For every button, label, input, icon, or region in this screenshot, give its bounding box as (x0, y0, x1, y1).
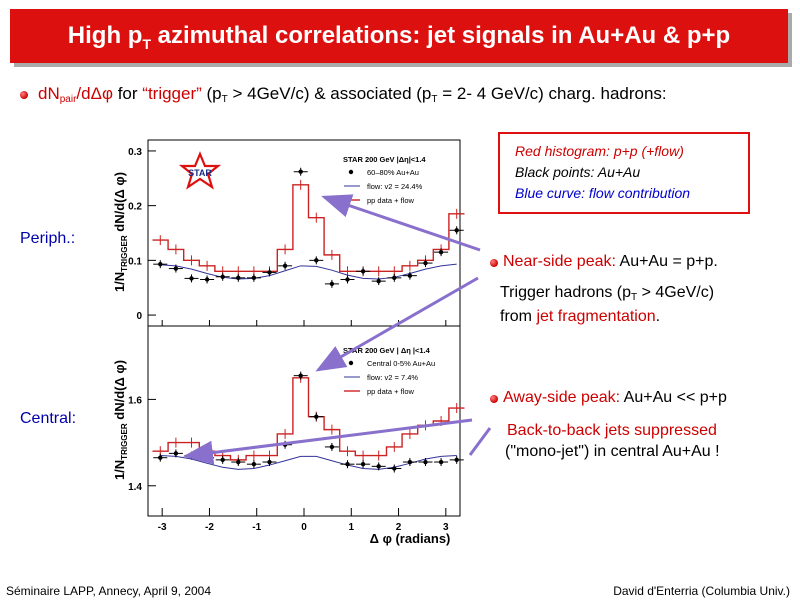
auau-point (236, 275, 241, 281)
y-tick-label: 0.3 (128, 147, 142, 158)
plot-header: STAR 200 GeV |Δη|<1.4 (343, 155, 426, 164)
legend-label: flow: v2 = 24.4% (367, 182, 423, 191)
legend-auau: Black points: Au+Au (515, 164, 641, 180)
legend-label: Central 0-5% Au+Au (367, 359, 435, 368)
legend-marker (348, 360, 354, 366)
auau-point (220, 457, 225, 463)
auau-point (158, 455, 163, 460)
auau-point (407, 459, 413, 465)
bullet-icon (490, 259, 498, 267)
away-side-line2: Back-to-back jets suppressed (507, 422, 717, 439)
auau-point (158, 261, 163, 267)
auau-point (392, 466, 397, 471)
auau-point (392, 275, 397, 281)
legend-pp: Red histogram: p+p (+flow) (515, 143, 684, 159)
pp-histogram (152, 377, 465, 461)
legend-label: 60–80% Au+Au (367, 168, 419, 177)
auau-point (204, 455, 210, 460)
auau-point (454, 228, 459, 233)
x-tick-label: -1 (252, 522, 261, 533)
x-tick-label: 0 (301, 522, 307, 533)
auau-point (173, 266, 179, 271)
away-side-title: Away-side peak: Au+Au << p+p (503, 389, 727, 406)
legend-flow: Blue curve: flow contribution (515, 185, 691, 201)
arrow-away-central (183, 418, 473, 465)
auau-point (407, 273, 413, 278)
auau-point (360, 269, 366, 274)
central-label: Central: (20, 410, 77, 427)
y-tick-label: 1.6 (128, 395, 142, 406)
x-tick-label: -2 (205, 522, 214, 533)
legend-label: pp data + flow (367, 387, 414, 396)
auau-point (173, 451, 179, 456)
auau-point (423, 459, 428, 465)
x-tick-label: 1 (348, 522, 354, 533)
periph-plot: 0 0.1 0.2 0.3 STAR 200 GeV |Δη|<1.4 60–80% Au… (128, 147, 465, 326)
near-side-line2: Trigger hadrons (pT > 4GeV/c) (500, 284, 715, 303)
legend-marker (348, 169, 354, 175)
away-side-line3: ("mono-jet") in central Au+Au ! (505, 443, 720, 460)
auau-point (298, 169, 303, 174)
intro-line: dNpair/dΔφ for “trigger” (pT > 4GeV/c) &… (38, 84, 667, 105)
near-side-line3: from jet fragmentation. (500, 308, 661, 325)
bullet-icon (20, 91, 28, 99)
auau-point (423, 260, 428, 266)
auau-point (454, 457, 459, 463)
auau-point (236, 459, 241, 465)
near-side-title: Near-side peak: Au+Au = p+p. (503, 253, 718, 270)
central-ylabel: 1/NTRIGGER dN/d(Δ φ) (112, 360, 129, 480)
auau-point (329, 444, 335, 450)
plot-header: STAR 200 GeV | Δη |<1.4 (343, 346, 431, 355)
y-tick-label: 0.2 (128, 202, 142, 213)
title-bar: High pT azimuthal correlations: jet sign… (10, 9, 788, 63)
arrow-near-central (315, 276, 479, 372)
auau-point (314, 258, 319, 263)
central-xlabel: Δ φ (radians) (370, 531, 451, 546)
arrow-near-periph (321, 194, 481, 252)
central-plot: 1.4 1.6 -3 -2 -1 0 1 2 3 STAR 200 GeV | Δη |<1.4 C… (128, 346, 465, 533)
auau-point (267, 459, 272, 465)
legend-label: pp data + flow (367, 196, 414, 205)
page-title: High pT azimuthal correlations: jet sign… (67, 22, 731, 52)
auau-point (282, 263, 288, 269)
auau-point (376, 464, 381, 469)
auau-point (220, 274, 225, 279)
auau-point (189, 276, 194, 281)
auau-point (345, 461, 350, 467)
periph-label: Periph.: (20, 230, 76, 247)
auau-point (251, 461, 257, 467)
y-tick-label: 1.4 (128, 482, 142, 493)
star-logo-text: STAR (188, 168, 212, 178)
auau-point (251, 275, 257, 281)
pp-histogram (152, 184, 465, 272)
auau-point (329, 281, 335, 287)
auau-point (360, 461, 366, 467)
auau-point (438, 249, 444, 255)
periph-ylabel: 1/NTRIGGER dN/d(Δ φ) (112, 172, 129, 292)
footer-right: David d'Enterria (Columbia Univ.) (613, 584, 790, 598)
legend-label: flow: v2 = 7.4% (367, 373, 418, 382)
y-tick-label: 0 (136, 311, 142, 322)
y-tick-label: 0.1 (128, 256, 142, 267)
bullet-icon (490, 395, 498, 403)
arrow-away-stub (468, 427, 492, 456)
star-logo: STAR (178, 151, 222, 190)
flow-curve (160, 263, 457, 280)
x-tick-label: -3 (158, 522, 167, 533)
auau-point (204, 277, 210, 282)
legend-box: Red histogram: p+p (+flow) Black points:… (498, 132, 750, 214)
auau-point (438, 459, 444, 465)
auau-point (267, 270, 272, 275)
auau-point (298, 373, 303, 378)
x-tick-label: 2 (396, 522, 402, 533)
auau-point (345, 277, 350, 282)
auau-point (376, 278, 381, 284)
auau-point (314, 414, 319, 419)
footer-left: Séminaire LAPP, Annecy, April 9, 2004 (6, 584, 212, 598)
x-tick-label: 3 (443, 522, 449, 533)
